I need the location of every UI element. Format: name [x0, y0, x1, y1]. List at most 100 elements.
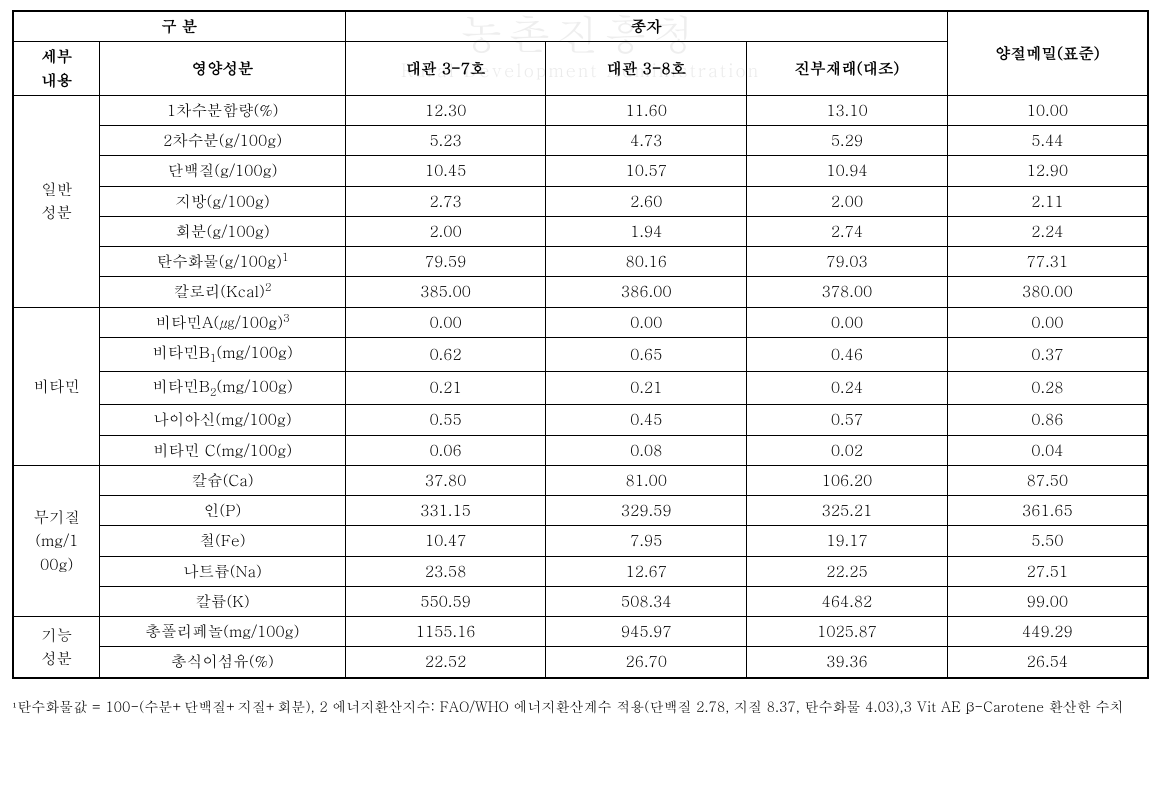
value-cell: 550.59: [345, 586, 546, 616]
value-cell: 5.23: [345, 126, 546, 156]
value-cell: 0.45: [546, 405, 747, 435]
value-cell: 0.55: [345, 405, 546, 435]
value-cell: 380.00: [947, 277, 1148, 307]
value-cell: 11.60: [546, 95, 747, 125]
value-cell: 361.65: [947, 496, 1148, 526]
nutrient-label: 비타민B1(mg/100g): [100, 338, 345, 372]
nutrient-label: 비타민A(㎍/100g)3: [100, 307, 345, 337]
nutrition-table: 구 분 종자 양절메밀(표준) 세부 내용 영양성분 대관 3-7호 대관 3-…: [12, 10, 1149, 679]
value-cell: 0.86: [947, 405, 1148, 435]
value-cell: 5.44: [947, 126, 1148, 156]
hdr-category-top: 구 분: [13, 11, 345, 42]
nutrient-label: 철(Fe): [100, 526, 345, 556]
value-cell: 10.47: [345, 526, 546, 556]
nutrient-label: 칼륨(K): [100, 586, 345, 616]
value-cell: 0.02: [747, 435, 948, 465]
value-cell: 0.00: [345, 307, 546, 337]
value-cell: 0.04: [947, 435, 1148, 465]
value-cell: 77.31: [947, 247, 1148, 277]
value-cell: 79.03: [747, 247, 948, 277]
value-cell: 23.58: [345, 556, 546, 586]
value-cell: 19.17: [747, 526, 948, 556]
value-cell: 508.34: [546, 586, 747, 616]
value-cell: 12.90: [947, 156, 1148, 186]
value-cell: 99.00: [947, 586, 1148, 616]
nutrient-label: 2차수분(g/100g): [100, 126, 345, 156]
value-cell: 80.16: [546, 247, 747, 277]
value-cell: 1155.16: [345, 617, 546, 647]
value-cell: 0.21: [345, 371, 546, 405]
value-cell: 378.00: [747, 277, 948, 307]
value-cell: 385.00: [345, 277, 546, 307]
value-cell: 10.45: [345, 156, 546, 186]
value-cell: 87.50: [947, 465, 1148, 495]
value-cell: 0.62: [345, 338, 546, 372]
value-cell: 22.25: [747, 556, 948, 586]
nutrient-label: 나트륨(Na): [100, 556, 345, 586]
nutrient-label: 비타민 C(mg/100g): [100, 435, 345, 465]
value-cell: 22.52: [345, 647, 546, 678]
value-cell: 10.57: [546, 156, 747, 186]
value-cell: 0.00: [546, 307, 747, 337]
nutrient-label: 비타민B2(mg/100g): [100, 371, 345, 405]
value-cell: 0.21: [546, 371, 747, 405]
nutrient-label: 나이아신(mg/100g): [100, 405, 345, 435]
nutrient-label: 회분(g/100g): [100, 216, 345, 246]
value-cell: 13.10: [747, 95, 948, 125]
value-cell: 0.65: [546, 338, 747, 372]
value-cell: 26.54: [947, 647, 1148, 678]
group-cell: 기능성분: [13, 617, 100, 678]
hdr-seed-group: 종자: [345, 11, 947, 42]
hdr-nutrient: 영양성분: [100, 42, 345, 96]
value-cell: 10.00: [947, 95, 1148, 125]
value-cell: 7.95: [546, 526, 747, 556]
value-cell: 81.00: [546, 465, 747, 495]
hdr-col3: 진부재래(대조): [747, 42, 948, 96]
value-cell: 945.97: [546, 617, 747, 647]
value-cell: 331.15: [345, 496, 546, 526]
value-cell: 0.57: [747, 405, 948, 435]
nutrient-label: 지방(g/100g): [100, 186, 345, 216]
value-cell: 1.94: [546, 216, 747, 246]
value-cell: 1025.87: [747, 617, 948, 647]
value-cell: 2.60: [546, 186, 747, 216]
footnote-text: ¹탄수화물값 = 100-(수분+단백질+지질+회분), 2 에너지환산지수: …: [12, 693, 1149, 720]
value-cell: 464.82: [747, 586, 948, 616]
hdr-col4: 양절메밀(표준): [947, 11, 1148, 95]
value-cell: 2.00: [747, 186, 948, 216]
value-cell: 0.28: [947, 371, 1148, 405]
value-cell: 325.21: [747, 496, 948, 526]
hdr-col2: 대관 3-8호: [546, 42, 747, 96]
value-cell: 5.50: [947, 526, 1148, 556]
nutrient-label: 칼슘(Ca): [100, 465, 345, 495]
value-cell: 2.11: [947, 186, 1148, 216]
value-cell: 12.30: [345, 95, 546, 125]
nutrient-label: 단백질(g/100g): [100, 156, 345, 186]
value-cell: 4.73: [546, 126, 747, 156]
value-cell: 0.00: [747, 307, 948, 337]
value-cell: 386.00: [546, 277, 747, 307]
value-cell: 0.06: [345, 435, 546, 465]
group-cell: 비타민: [13, 307, 100, 465]
value-cell: 5.29: [747, 126, 948, 156]
nutrient-label: 총식이섬유(%): [100, 647, 345, 678]
value-cell: 329.59: [546, 496, 747, 526]
value-cell: 39.36: [747, 647, 948, 678]
nutrient-label: 1차수분함량(%): [100, 95, 345, 125]
value-cell: 2.73: [345, 186, 546, 216]
value-cell: 79.59: [345, 247, 546, 277]
value-cell: 106.20: [747, 465, 948, 495]
hdr-category-sub: 세부 내용: [13, 42, 100, 96]
value-cell: 2.24: [947, 216, 1148, 246]
value-cell: 2.74: [747, 216, 948, 246]
nutrient-label: 칼로리(Kcal)2: [100, 277, 345, 307]
value-cell: 27.51: [947, 556, 1148, 586]
value-cell: 0.37: [947, 338, 1148, 372]
value-cell: 0.00: [947, 307, 1148, 337]
nutrient-label: 총폴리페놀(mg/100g): [100, 617, 345, 647]
value-cell: 2.00: [345, 216, 546, 246]
value-cell: 0.46: [747, 338, 948, 372]
value-cell: 12.67: [546, 556, 747, 586]
group-cell: 무기질(mg/100g): [13, 465, 100, 616]
value-cell: 37.80: [345, 465, 546, 495]
